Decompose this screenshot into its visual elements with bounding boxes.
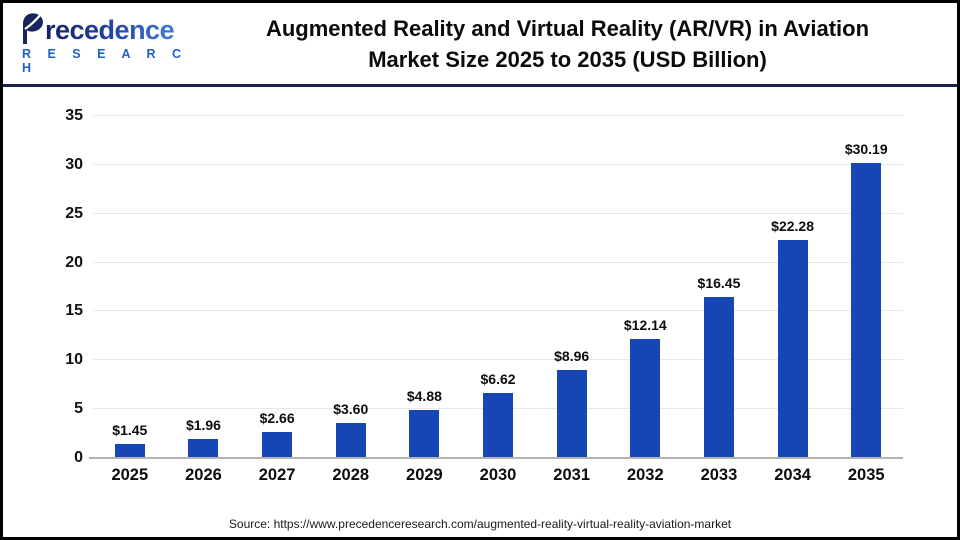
bar-column-2027: $2.66 (240, 116, 314, 458)
bar-2035 (851, 163, 882, 458)
x-axis-label-2027: 2027 (258, 466, 296, 484)
logo-wordmark: recedence (19, 12, 188, 44)
bar-column-2032: $12.14 (608, 116, 682, 458)
bar-2030 (483, 393, 514, 458)
x-axis-label-2031: 2031 (553, 466, 591, 484)
source-text: Source: https://www.precedenceresearch.c… (228, 517, 732, 531)
plot-area: $1.45 $1.96 $2.66 $3.60 $4.88 $6.62 $8.96 $12.1… (89, 115, 903, 459)
y-tick-label-25: 25 (65, 204, 83, 222)
precedence-logo: recedence R E S E A R C H (3, 12, 188, 75)
x-axis-label-2026: 2026 (185, 466, 222, 484)
y-axis-ticks: 0 5 10 15 20 25 30 35 (31, 107, 83, 466)
y-tick-label-35: 35 (65, 107, 83, 124)
header: recedence R E S E A R C H Augmented Real… (3, 3, 957, 87)
x-axis-label-2034: 2034 (774, 466, 811, 484)
x-axis-line (89, 457, 903, 459)
bar-2032 (630, 339, 661, 458)
bar-column-2029: $4.88 (388, 116, 462, 458)
x-axis-label-2033: 2033 (700, 466, 738, 484)
gridline-15 (93, 310, 903, 312)
x-axis-label-2035: 2035 (847, 466, 885, 484)
bar-column-2026: $1.96 (167, 116, 241, 458)
y-tick-label-20: 20 (65, 253, 83, 271)
bar-value-label-2031: $8.96 (554, 348, 590, 365)
bar-2026 (188, 438, 219, 458)
x-axis-label-2028: 2028 (332, 466, 370, 484)
bar-value-label-2035: $30.19 (844, 141, 888, 157)
logo-text: recedence (45, 15, 175, 45)
gridline-25 (93, 212, 903, 214)
bar-value-label-2028: $3.60 (333, 400, 369, 417)
bar-column-2030: $6.62 (461, 116, 535, 458)
y-tick-label-30: 30 (65, 155, 83, 173)
y-tick-label-0: 0 (74, 449, 83, 466)
bar-column-2028: $3.60 (314, 116, 388, 458)
bar-value-label-2025: $1.45 (112, 421, 148, 438)
y-tick-label-5: 5 (74, 400, 83, 418)
bar-value-label-2032: $12.14 (623, 317, 667, 334)
bar-2027 (262, 432, 293, 458)
chart-region: 0 5 10 15 20 25 30 35 $1.45 $1.96 $2.66 $3.60 $4.88… (3, 90, 957, 537)
x-axis-label-2030: 2030 (479, 466, 517, 484)
bar-2025 (114, 443, 145, 458)
bar-column-2034: $22.28 (756, 116, 830, 458)
bar-value-label-2029: $4.88 (406, 388, 442, 405)
bar-value-label-2030: $6.62 (480, 371, 516, 388)
bar-column-2033: $16.45 (682, 116, 756, 458)
gridline-30 (93, 163, 903, 165)
bar-value-label-2034: $22.28 (771, 218, 814, 235)
bar-column-2025: $1.45 (93, 116, 167, 458)
y-tick-label-10: 10 (65, 351, 83, 369)
x-axis-label-2029: 2029 (406, 466, 443, 484)
bar-value-label-2027: $2.66 (259, 410, 295, 426)
gridline-20 (93, 261, 903, 263)
gridline-10 (93, 359, 903, 361)
x-axis-label-2032: 2032 (626, 466, 664, 484)
bar-value-label-2026: $1.96 (185, 416, 221, 433)
bar-column-2031: $8.96 (535, 116, 609, 458)
bars-container: $1.45 $1.96 $2.66 $3.60 $4.88 $6.62 $8.96 $12.1… (93, 116, 903, 458)
bar-2031 (556, 370, 587, 458)
gridline-35 (93, 115, 903, 116)
y-tick-label-15: 15 (65, 302, 83, 320)
bar-2029 (409, 410, 440, 458)
logo-research-text: R E S E A R C H (22, 47, 188, 75)
chart-title-line1: Augmented Reality and Virtual Reality (A… (265, 15, 870, 41)
x-axis-labels: 2025 2026 2027 2028 2029 2030 2031 2032 2033 2034… (93, 466, 903, 485)
bar-2034 (777, 240, 808, 458)
leaf-p-icon (23, 12, 43, 44)
chart-title-line2: Market Size 2025 to 2035 (USD Billion) (368, 46, 767, 72)
x-axis-label-2025: 2025 (111, 466, 149, 484)
bar-2033 (703, 297, 734, 458)
bar-value-label-2033: $16.45 (697, 275, 741, 292)
bar-2028 (335, 422, 366, 458)
chart-title: Augmented Reality and Virtual Reality (A… (188, 13, 957, 75)
bar-column-2035: $30.19 (829, 116, 903, 458)
